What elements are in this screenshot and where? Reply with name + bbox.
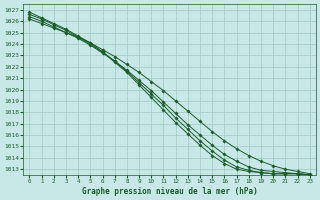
- X-axis label: Graphe pression niveau de la mer (hPa): Graphe pression niveau de la mer (hPa): [82, 187, 258, 196]
